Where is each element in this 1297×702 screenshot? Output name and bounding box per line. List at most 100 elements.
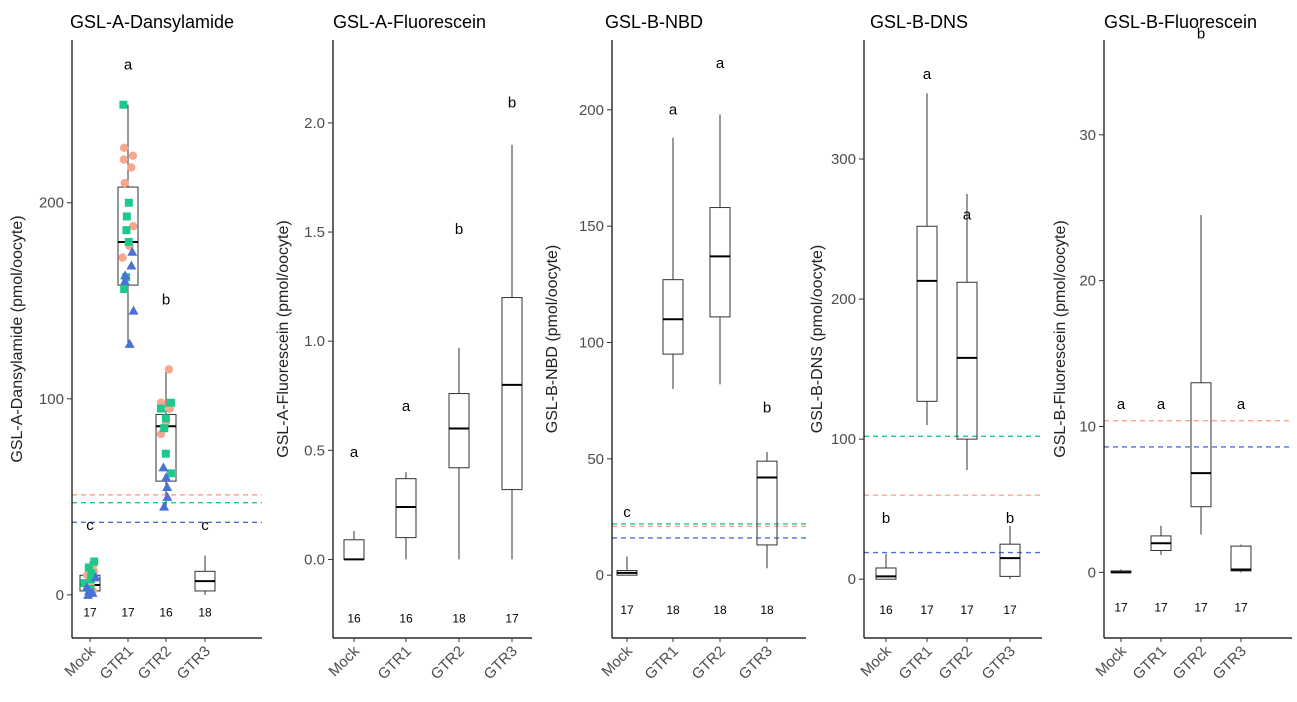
box-GTR2 xyxy=(956,281,978,440)
green-point xyxy=(166,398,175,407)
y-axis-label: GSL-B-NBD (pmol/oocyte) xyxy=(544,245,561,434)
y-tick-label: 30 xyxy=(1079,127,1096,144)
significance-letter: c xyxy=(201,517,209,534)
n-label: 18 xyxy=(198,606,212,620)
blue-point xyxy=(161,472,172,482)
n-label: 17 xyxy=(83,606,97,620)
panel-title: GSL-B-DNS xyxy=(870,12,968,32)
box-GTR1 xyxy=(395,478,417,539)
n-label: 17 xyxy=(960,603,974,617)
x-tick-label: Mock xyxy=(598,642,636,680)
significance-letter: c xyxy=(623,504,631,521)
blue-point xyxy=(162,491,173,501)
panel-title: GSL-B-Fluorescein xyxy=(1104,12,1257,32)
significance-letter: b xyxy=(455,221,463,238)
blue-point xyxy=(158,462,169,472)
box-Mock xyxy=(343,539,365,560)
green-point xyxy=(156,404,165,413)
significance-letter: b xyxy=(763,399,771,416)
orange-point xyxy=(126,163,136,172)
green-point xyxy=(119,100,128,109)
n-label: 18 xyxy=(760,603,774,617)
green-point xyxy=(161,449,170,458)
panel-5: GSL-B-Fluorescein GSL-B-Fluorescein (pmol… xyxy=(1052,12,1292,683)
significance-letter: a xyxy=(350,444,359,461)
blue-point xyxy=(127,246,138,256)
x-tick-label: GTR1 xyxy=(97,643,137,683)
n-label: 18 xyxy=(452,611,466,625)
y-tick-label: 10 xyxy=(1079,419,1096,436)
box-GTR2 xyxy=(448,393,470,469)
y-tick-label: 0.0 xyxy=(304,551,325,568)
n-label: 17 xyxy=(121,606,135,620)
n-label: 17 xyxy=(920,603,934,617)
green-point xyxy=(80,579,89,588)
significance-letter: a xyxy=(716,55,725,72)
box-GTR3 xyxy=(999,543,1021,577)
y-tick-label: 2.0 xyxy=(304,115,325,132)
x-tick-label: Mock xyxy=(61,642,99,680)
y-tick-label: 200 xyxy=(579,102,604,119)
blue-point xyxy=(128,305,139,315)
y-tick-label: 50 xyxy=(587,451,604,468)
x-tick-label: GTR2 xyxy=(428,643,468,683)
n-label: 17 xyxy=(620,603,634,617)
blue-point xyxy=(81,582,92,592)
orange-point xyxy=(118,253,127,262)
green-point xyxy=(124,198,133,207)
y-tick-label: 200 xyxy=(39,195,64,212)
y-tick-label: 100 xyxy=(39,391,64,408)
n-label: 17 xyxy=(1234,600,1248,614)
blue-point xyxy=(90,572,101,582)
y-tick-label: 20 xyxy=(1079,273,1096,290)
blue-point xyxy=(124,338,135,348)
significance-letter: a xyxy=(1237,396,1246,413)
significance-letter: b xyxy=(162,292,170,309)
y-axis-label: GSL-B-Fluorescein (pmol/oocyte) xyxy=(1052,220,1069,457)
x-tick-label: Mock xyxy=(325,642,363,680)
n-label: 17 xyxy=(1003,603,1017,617)
x-tick-label: GTR1 xyxy=(375,643,415,683)
orange-point xyxy=(119,155,129,164)
y-tick-label: 1.5 xyxy=(304,224,325,241)
box-Mock xyxy=(875,567,897,580)
y-tick-label: 100 xyxy=(831,431,856,448)
x-tick-label: GTR1 xyxy=(642,643,682,683)
y-tick-label: 300 xyxy=(831,151,856,168)
box-GTR1 xyxy=(916,225,938,402)
x-tick-label: GTR3 xyxy=(174,643,214,683)
x-tick-label: GTR3 xyxy=(1210,643,1250,683)
y-tick-label: 0 xyxy=(848,571,856,588)
panel-title: GSL-A-Fluorescein xyxy=(333,12,486,32)
y-tick-label: 1.0 xyxy=(304,333,325,350)
y-tick-label: 0 xyxy=(596,567,604,584)
green-point xyxy=(166,469,175,478)
significance-letter: a xyxy=(1157,396,1166,413)
n-label: 16 xyxy=(399,611,413,625)
green-point xyxy=(90,557,99,566)
green-point xyxy=(124,237,133,246)
orange-point xyxy=(120,178,129,188)
green-point xyxy=(122,212,131,221)
y-tick-label: 150 xyxy=(579,218,604,235)
blue-point xyxy=(159,501,170,511)
x-tick-label: GTR2 xyxy=(1170,643,1210,683)
green-point xyxy=(161,414,170,423)
n-label: 17 xyxy=(1114,600,1128,614)
significance-letter: b xyxy=(508,95,516,112)
significance-letter: a xyxy=(669,101,678,118)
n-label: 16 xyxy=(159,606,173,620)
orange-point xyxy=(119,143,129,153)
y-tick-label: 0.5 xyxy=(304,442,325,459)
y-tick-label: 0 xyxy=(1088,564,1096,581)
n-label: 17 xyxy=(1194,600,1208,614)
significance-letter: b xyxy=(1006,510,1014,527)
x-tick-label: Mock xyxy=(857,642,895,680)
blue-point xyxy=(120,270,131,280)
box-GTR3 xyxy=(756,460,778,546)
orange-point xyxy=(164,365,174,374)
significance-letter: b xyxy=(1197,26,1205,43)
blue-point xyxy=(119,276,130,286)
x-tick-label: GTR1 xyxy=(1130,643,1170,683)
